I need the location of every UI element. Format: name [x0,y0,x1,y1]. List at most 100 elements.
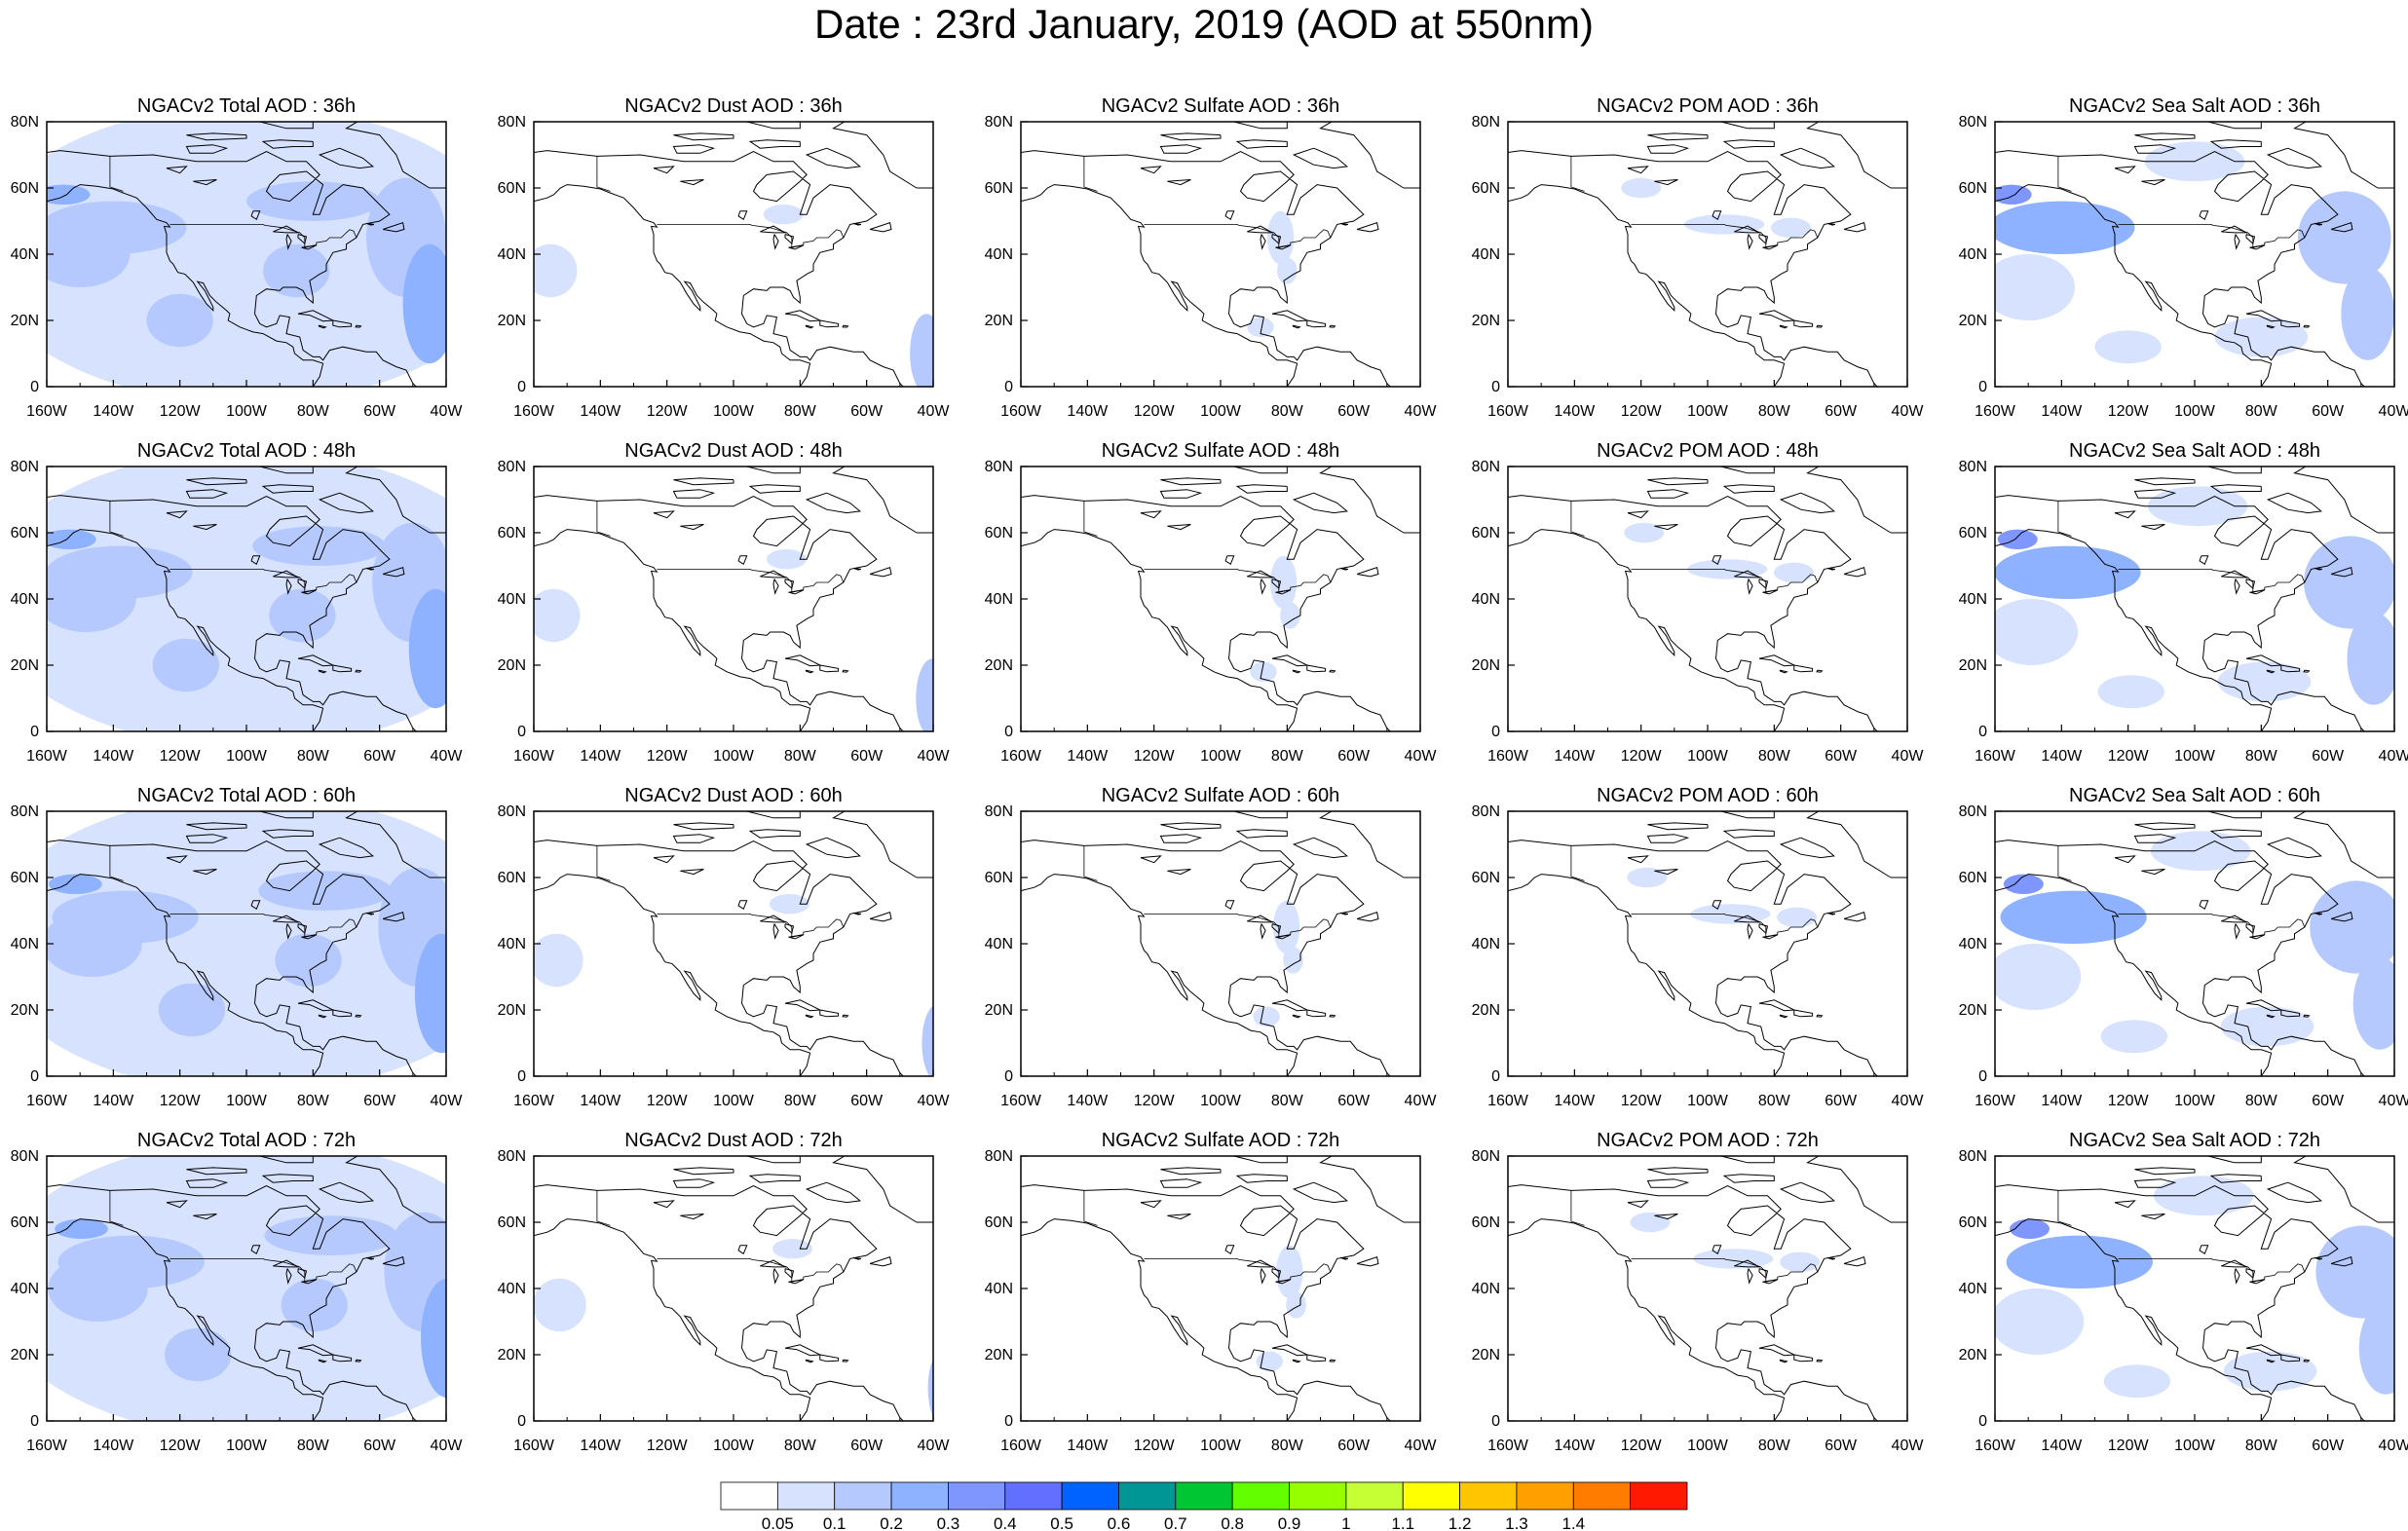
aod-region [1995,545,2141,599]
y-tick-label: 60N [1959,870,1987,886]
aod-region [55,1218,108,1240]
aod-region [1627,867,1668,888]
island [2134,132,2196,141]
aod-region [421,1278,446,1399]
us-canada-border [1144,223,1332,248]
lake [2234,1268,2240,1285]
colorbar-label: 0.5 [1050,1514,1073,1531]
y-tick-label: 80N [498,1148,526,1165]
lake [250,1245,261,1255]
map-panel-sulfate-72h: 160W 140W 120W 100W 80W 60W 40W 80N 60N 40N 20N 0 NG… [985,1130,1438,1454]
y-tick-label: 40N [985,246,1013,263]
x-tick-label: 80W [297,403,330,420]
coastlines [1021,122,1420,387]
lake [772,579,779,595]
y-tick-label: 20N [1959,313,1987,329]
x-tick-label: 60W [1825,403,1858,420]
x-tick-label: 160W [26,1438,68,1454]
island [2266,324,2276,329]
island [1647,1167,1709,1176]
island [672,1178,716,1188]
y-tick-label: 0 [30,1068,39,1085]
x-tick-label: 60W [850,1093,884,1109]
island [1339,912,1349,915]
island [673,822,734,831]
x-tick-label: 60W [363,1093,396,1109]
x-tick-label: 120W [647,403,689,420]
lake [772,234,779,250]
island [869,567,892,578]
map-background [534,811,933,1076]
island [2209,829,2262,839]
coastline [534,840,904,1076]
lake [1140,1200,1162,1209]
panel-title: NGACv2 Sea Salt AOD : 36h [2069,95,2320,117]
y-tick-label: 80N [1472,459,1500,475]
y-tick-label: 0 [1004,379,1013,395]
island [1816,1359,1824,1363]
island [345,811,446,878]
island [746,811,801,819]
island [382,912,405,922]
aod-region [2214,317,2309,357]
island [1292,324,1301,329]
island [1720,1156,1775,1164]
lake [653,1200,675,1209]
x-tick-label: 100W [226,1438,268,1454]
lake [285,579,292,595]
x-tick-label: 120W [647,1093,689,1109]
aod-field [534,894,933,1076]
x-tick-label: 120W [2108,403,2150,420]
island [365,222,375,226]
y-tick-label: 60N [985,525,1013,541]
aod-field [47,467,446,731]
x-tick-label: 120W [1621,1093,1663,1109]
us-canada-border [1631,223,1819,248]
island [1339,222,1349,226]
coastlines [1021,467,1420,731]
x-tick-label: 160W [1000,748,1042,765]
island [852,912,862,915]
island [1356,1256,1379,1267]
island [1646,489,1690,499]
y-tick-label: 40N [1472,936,1500,952]
y-tick-label: 20N [985,1002,1013,1019]
x-tick-label: 160W [1487,1093,1529,1109]
map-background [1021,122,1420,387]
coastlines [1021,1156,1420,1421]
island [1779,147,1836,169]
y-tick-label: 60N [11,180,39,197]
map-background [534,467,933,731]
lake [737,1245,748,1255]
map-panel-total-36h: 160W 140W 120W 100W 80W 60W 40W 80N 60N 40N 20N 0 NG… [11,95,464,420]
island [1720,467,1775,474]
aod-field [534,1239,933,1417]
alaska-border [1083,1190,1098,1226]
island [261,139,314,149]
lake [1654,1214,1678,1220]
island [1160,1167,1222,1176]
x-tick-label: 160W [1487,403,1529,420]
us-canada-border [169,1258,357,1283]
panel-title: NGACv2 Sulfate AOD : 60h [1102,785,1340,806]
panel-title: NGACv2 Sulfate AOD : 72h [1102,1130,1340,1151]
x-tick-label: 140W [580,1438,621,1454]
colorbar-swatch [1459,1481,1518,1511]
lake [1224,1245,1235,1255]
aod-field [1250,555,1300,682]
panel-title: NGACv2 Total AOD : 36h [137,95,356,117]
aod-region [910,314,933,387]
lake [250,900,261,911]
x-tick-label: 160W [1000,1093,1042,1109]
island [2330,567,2353,578]
map-panel-dust-60h: 160W 140W 120W 100W 80W 60W 40W 80N 60N 40N 20N 0 NG… [498,785,951,1109]
coastlines [1995,467,2394,731]
x-tick-label: 40W [431,403,464,420]
aod-region [2304,536,2394,629]
aod-field [1995,141,2394,364]
x-tick-label: 120W [160,1093,202,1109]
island [869,222,892,233]
island [1235,829,1288,839]
lake [2234,579,2240,595]
island [819,664,840,673]
